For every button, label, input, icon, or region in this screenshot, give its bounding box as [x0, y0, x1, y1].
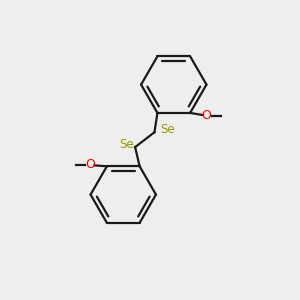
Text: Se: Se — [119, 138, 134, 151]
Text: O: O — [85, 158, 95, 171]
Text: Se: Se — [160, 123, 175, 136]
Text: O: O — [202, 110, 212, 122]
